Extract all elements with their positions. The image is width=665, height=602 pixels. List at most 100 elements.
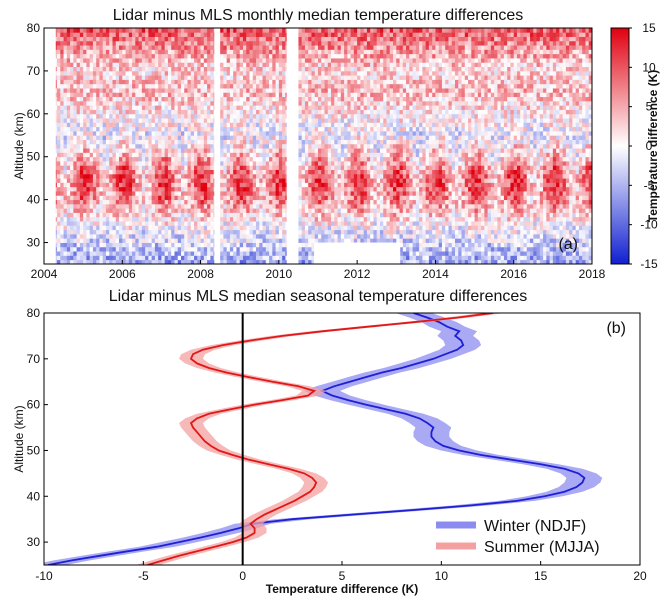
heatmap-cell bbox=[164, 255, 169, 261]
heatmap-cell bbox=[119, 161, 123, 166]
heatmap-cell bbox=[128, 105, 133, 110]
heatmap-cell bbox=[181, 225, 185, 231]
heatmap-cell bbox=[102, 216, 107, 222]
heatmap-cell bbox=[96, 130, 100, 136]
heatmap-cell bbox=[321, 83, 325, 89]
heatmap-cell bbox=[122, 32, 126, 37]
heatmap-cell bbox=[194, 221, 198, 226]
heatmap-cell bbox=[148, 195, 153, 201]
heatmap-cell bbox=[112, 152, 117, 158]
heatmap-cell bbox=[96, 96, 100, 102]
heatmap-cell bbox=[164, 143, 169, 149]
heatmap-cell bbox=[242, 118, 247, 123]
heatmap-cell bbox=[334, 178, 338, 183]
heatmap-cell bbox=[105, 195, 110, 201]
heatmap-cell bbox=[259, 182, 263, 188]
heatmap-cell bbox=[249, 191, 254, 196]
heatmap-cell bbox=[119, 109, 123, 115]
heatmap-cell bbox=[269, 195, 273, 201]
heatmap-cell bbox=[63, 221, 68, 226]
heatmap-cell bbox=[89, 45, 94, 50]
heatmap-cell bbox=[246, 208, 250, 213]
heatmap-cell bbox=[259, 53, 263, 59]
heatmap-cell bbox=[167, 109, 172, 115]
heatmap-cell bbox=[63, 58, 68, 63]
heatmap-cell bbox=[161, 58, 166, 63]
heatmap-cell bbox=[122, 212, 126, 218]
heatmap-cell bbox=[249, 45, 254, 50]
heatmap-cell bbox=[239, 246, 244, 252]
heatmap-cell bbox=[190, 178, 195, 183]
heatmap-cell bbox=[308, 100, 312, 106]
heatmap-cell bbox=[145, 105, 149, 110]
heatmap-cell bbox=[203, 169, 208, 175]
heatmap-cell bbox=[57, 143, 61, 149]
heatmap-cell bbox=[132, 75, 136, 80]
heatmap-cell bbox=[197, 233, 201, 239]
heatmap-cell bbox=[226, 36, 231, 42]
heatmap-cell bbox=[132, 109, 136, 115]
heatmap-cell bbox=[318, 130, 322, 136]
heatmap-cell bbox=[99, 246, 104, 252]
heatmap-cell bbox=[318, 45, 322, 50]
heatmap-cell bbox=[337, 178, 342, 183]
heatmap-cell bbox=[272, 135, 276, 140]
heatmap-cell bbox=[324, 88, 329, 93]
heatmap-cell bbox=[76, 92, 81, 98]
heatmap-cell bbox=[314, 173, 319, 179]
heatmap-cell bbox=[119, 83, 123, 89]
heatmap-cell bbox=[318, 105, 322, 110]
heatmap-cell bbox=[148, 173, 153, 179]
heatmap-cell bbox=[331, 96, 335, 102]
heatmap-cell bbox=[86, 182, 91, 188]
heatmap-cell bbox=[282, 259, 286, 264]
heatmap-cell bbox=[70, 58, 74, 63]
heatmap-cell bbox=[79, 45, 84, 50]
heatmap-cell bbox=[318, 113, 322, 119]
heatmap-cell bbox=[132, 182, 136, 188]
heatmap-cell bbox=[200, 92, 205, 98]
heatmap-cell bbox=[327, 143, 332, 149]
heatmap-cell bbox=[239, 212, 244, 218]
heatmap-cell bbox=[181, 62, 185, 68]
heatmap-cell bbox=[200, 216, 205, 222]
heatmap-cell bbox=[203, 191, 208, 196]
heatmap-cell bbox=[249, 233, 254, 239]
heatmap-cell bbox=[177, 70, 182, 76]
heatmap-cell bbox=[229, 75, 234, 80]
heatmap-cell bbox=[125, 225, 130, 231]
heatmap-cell bbox=[262, 148, 267, 153]
heatmap-cell bbox=[308, 199, 312, 205]
heatmap-cell bbox=[158, 152, 162, 158]
heatmap-cell bbox=[181, 135, 185, 140]
heatmap-cell bbox=[83, 105, 87, 110]
heatmap-cell bbox=[99, 195, 104, 201]
heatmap-cell bbox=[92, 195, 97, 201]
heatmap-cell bbox=[177, 40, 182, 46]
heatmap-cell bbox=[63, 238, 68, 243]
heatmap-cell bbox=[301, 216, 306, 222]
heatmap-cell bbox=[249, 221, 254, 226]
heatmap-cell bbox=[275, 233, 280, 239]
heatmap-cell bbox=[135, 66, 139, 72]
heatmap-cell bbox=[236, 186, 241, 192]
heatmap-cell bbox=[272, 173, 276, 179]
heatmap-cell bbox=[197, 186, 201, 192]
heatmap-cell bbox=[334, 40, 338, 46]
heatmap-cell bbox=[177, 88, 182, 93]
heatmap-cell bbox=[151, 165, 156, 170]
heatmap-cell bbox=[109, 40, 113, 46]
heatmap-cell bbox=[304, 40, 309, 46]
heatmap-cell bbox=[318, 53, 322, 59]
heatmap-cell bbox=[122, 229, 126, 235]
heatmap-cell bbox=[171, 53, 175, 59]
heatmap-cell bbox=[164, 199, 169, 205]
heatmap-cell bbox=[197, 173, 201, 179]
heatmap-cell bbox=[256, 92, 260, 98]
heatmap-cell bbox=[203, 246, 208, 252]
heatmap-cell bbox=[60, 173, 64, 179]
heatmap-cell bbox=[334, 173, 338, 179]
heatmap-cell bbox=[265, 212, 270, 218]
heatmap-cell bbox=[66, 148, 71, 153]
heatmap-cell bbox=[272, 242, 276, 248]
